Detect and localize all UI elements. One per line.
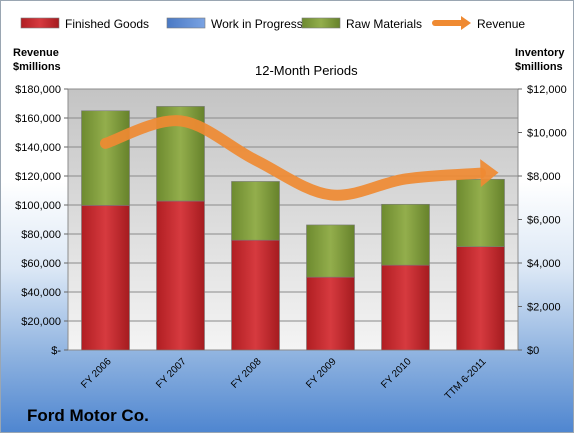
bar-segment-finished-goods xyxy=(156,200,205,351)
right-axis-title: Inventory $millions xyxy=(515,47,568,73)
legend-swatch-raw-materials xyxy=(301,17,341,29)
revenue-arrowhead xyxy=(480,159,499,188)
legend-arrow-revenue xyxy=(461,16,471,30)
company-name: Ford Motor Co. xyxy=(27,406,149,425)
right-tick-label: $6,000 xyxy=(527,215,561,227)
bar-segment-finished-goods xyxy=(231,239,280,351)
bar-segment-finished-goods xyxy=(381,264,430,351)
right-tick-label: $0 xyxy=(527,345,539,357)
left-axis-title: Revenue $millions xyxy=(13,47,62,73)
legend: Finished Goods Work in Progress Raw Materi… xyxy=(20,16,525,31)
legend-swatch-finished-goods xyxy=(20,17,60,29)
bar-segment-raw-materials xyxy=(456,178,505,247)
legend-label-revenue: Revenue xyxy=(477,17,525,31)
bar-segment-finished-goods xyxy=(306,276,355,351)
x-axis-ticks: FY 2006 FY 2007 FY 2008 FY 2009 FY 2010 TTM 6… xyxy=(79,356,489,402)
bar-segment-raw-materials xyxy=(81,110,130,206)
bar-segment-raw-materials xyxy=(306,224,355,278)
left-axis-title-line1: Revenue xyxy=(13,47,59,59)
legend-label-raw-materials: Raw Materials xyxy=(346,17,422,31)
right-tick-label: $12,000 xyxy=(527,84,567,96)
left-tick-label: $40,000 xyxy=(21,287,61,299)
right-axis-ticks: $0 $2,000 $4,000 $6,000 $8,000 $10,000 $12,000 xyxy=(518,84,567,357)
right-axis-title-line1: Inventory xyxy=(515,47,565,59)
legend-label-finished-goods: Finished Goods xyxy=(65,17,149,31)
left-tick-label: $80,000 xyxy=(21,229,61,241)
left-axis-title-line2: $millions xyxy=(13,61,61,73)
bar-segment-finished-goods xyxy=(456,246,505,351)
left-axis-ticks: $- $20,000 $40,000 $60,000 $80,000 $100,000 $1… xyxy=(15,84,68,357)
right-tick-label: $8,000 xyxy=(527,171,561,183)
revenue-series-line xyxy=(100,115,486,201)
left-tick-label: $- xyxy=(51,345,61,357)
right-axis-title-line2: $millions xyxy=(515,61,563,73)
legend-label-work-in-progress: Work in Progress xyxy=(211,17,303,31)
right-tick-label: $10,000 xyxy=(527,128,567,140)
left-tick-label: $120,000 xyxy=(15,171,61,183)
x-tick-label: FY 2007 xyxy=(154,356,189,391)
bars xyxy=(81,106,505,351)
x-tick-label: FY 2010 xyxy=(379,356,414,391)
left-tick-label: $160,000 xyxy=(15,113,61,125)
chart-title: 12-Month Periods xyxy=(255,63,358,78)
bar-segment-raw-materials xyxy=(381,203,430,266)
bar-segment-finished-goods xyxy=(81,205,130,351)
left-tick-label: $20,000 xyxy=(21,316,61,328)
x-tick-label: FY 2009 xyxy=(304,356,339,391)
x-tick-label: FY 2006 xyxy=(79,356,114,391)
right-tick-label: $2,000 xyxy=(527,302,561,314)
legend-swatch-work-in-progress xyxy=(166,17,206,29)
left-tick-label: $60,000 xyxy=(21,258,61,270)
x-tick-label: TTM 6-2011 xyxy=(443,356,489,402)
left-tick-label: $180,000 xyxy=(15,84,61,96)
left-tick-label: $100,000 xyxy=(15,200,61,212)
x-tick-label: FY 2008 xyxy=(229,356,264,391)
bar-segment-raw-materials xyxy=(231,181,280,241)
revenue-line xyxy=(100,115,499,201)
right-tick-label: $4,000 xyxy=(527,258,561,270)
left-tick-label: $140,000 xyxy=(15,142,61,154)
